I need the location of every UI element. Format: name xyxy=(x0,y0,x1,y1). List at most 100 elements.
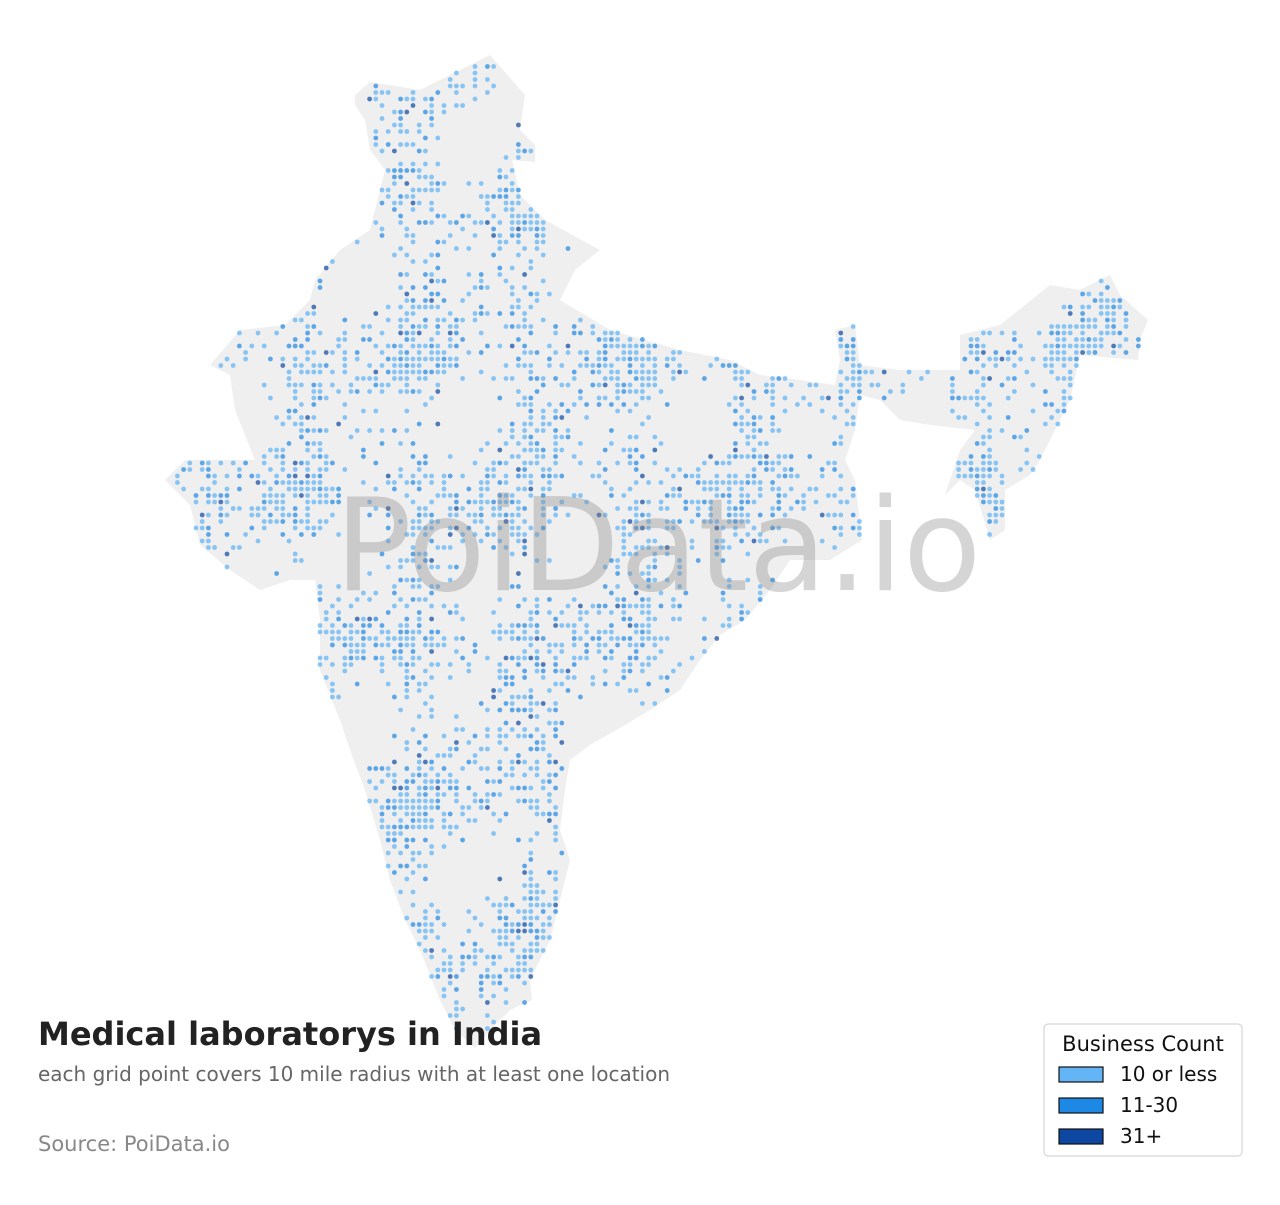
grid-point xyxy=(478,493,484,498)
grid-point xyxy=(454,714,459,719)
grid-point xyxy=(850,356,856,362)
grid-point xyxy=(410,207,416,212)
grid-point xyxy=(361,408,366,414)
grid-point xyxy=(919,376,924,381)
grid-point xyxy=(429,564,434,570)
grid-point xyxy=(280,454,286,459)
grid-point xyxy=(609,623,614,628)
grid-point xyxy=(361,649,366,654)
grid-point xyxy=(268,486,273,492)
grid-point xyxy=(243,460,249,466)
grid-point xyxy=(193,525,199,531)
grid-point xyxy=(987,473,992,479)
grid-point xyxy=(602,681,608,687)
grid-point xyxy=(392,356,397,362)
grid-point xyxy=(441,811,447,817)
grid-point xyxy=(627,447,633,453)
grid-point xyxy=(559,434,565,440)
grid-point xyxy=(441,350,447,355)
grid-point xyxy=(547,915,552,921)
grid-point xyxy=(503,772,509,778)
grid-point xyxy=(516,506,521,511)
grid-point xyxy=(528,636,534,641)
grid-point xyxy=(423,837,428,843)
grid-point xyxy=(441,792,447,797)
grid-point xyxy=(745,551,751,557)
grid-point xyxy=(528,415,534,420)
grid-point xyxy=(305,330,310,336)
grid-point xyxy=(640,597,645,602)
grid-point xyxy=(1098,291,1104,297)
grid-point xyxy=(578,441,583,446)
grid-point xyxy=(795,402,800,407)
grid-point xyxy=(454,512,459,518)
grid-point xyxy=(726,363,732,368)
grid-point xyxy=(528,486,534,492)
grid-point xyxy=(633,389,639,394)
grid-point xyxy=(429,343,434,349)
grid-point xyxy=(528,402,534,407)
grid-point xyxy=(317,447,323,453)
grid-point xyxy=(547,610,552,615)
grid-point xyxy=(981,499,986,505)
grid-point xyxy=(974,480,980,485)
grid-point xyxy=(410,298,416,303)
grid-point xyxy=(621,545,627,550)
grid-point xyxy=(547,642,552,648)
grid-point xyxy=(708,454,713,459)
grid-point xyxy=(689,655,695,661)
grid-point xyxy=(497,636,503,641)
grid-point xyxy=(646,512,651,518)
grid-point xyxy=(392,759,397,765)
grid-point xyxy=(361,636,366,641)
grid-point xyxy=(379,551,385,557)
grid-point xyxy=(392,805,397,810)
grid-point xyxy=(652,577,658,583)
grid-point xyxy=(745,610,751,615)
grid-point xyxy=(311,369,317,375)
grid-point xyxy=(199,525,205,531)
grid-point xyxy=(255,480,261,485)
grid-point xyxy=(404,376,410,381)
grid-point xyxy=(429,616,434,622)
grid-point xyxy=(534,740,540,745)
grid-point xyxy=(534,629,540,635)
grid-point xyxy=(497,727,503,732)
grid-point xyxy=(516,798,521,804)
grid-point xyxy=(658,590,664,596)
grid-point xyxy=(1136,343,1141,349)
grid-point xyxy=(392,590,397,596)
grid-point xyxy=(441,642,447,648)
legend-label: 10 or less xyxy=(1120,1062,1217,1086)
grid-point xyxy=(317,441,323,446)
grid-point xyxy=(509,493,515,498)
grid-point xyxy=(435,779,441,784)
grid-point xyxy=(410,636,416,641)
grid-point xyxy=(509,902,515,908)
grid-point xyxy=(1049,350,1054,355)
grid-point xyxy=(206,473,211,479)
grid-point xyxy=(534,213,540,219)
grid-point xyxy=(757,454,763,459)
grid-point xyxy=(565,350,571,355)
grid-point xyxy=(646,519,651,524)
grid-point xyxy=(305,480,310,485)
grid-point xyxy=(1080,311,1085,316)
legend-label: 31+ xyxy=(1120,1124,1162,1148)
grid-point xyxy=(596,610,602,615)
grid-point xyxy=(801,499,806,505)
grid-point xyxy=(447,961,453,966)
grid-point xyxy=(509,675,515,680)
grid-point xyxy=(348,649,354,654)
grid-point xyxy=(410,889,416,895)
grid-point xyxy=(615,597,620,602)
grid-point xyxy=(503,746,509,752)
grid-point xyxy=(206,460,211,466)
grid-point xyxy=(447,954,453,960)
grid-point xyxy=(410,870,416,875)
grid-point xyxy=(503,668,509,674)
grid-point xyxy=(609,369,614,375)
grid-point xyxy=(491,961,496,966)
grid-point xyxy=(416,330,422,336)
grid-point xyxy=(640,363,645,368)
